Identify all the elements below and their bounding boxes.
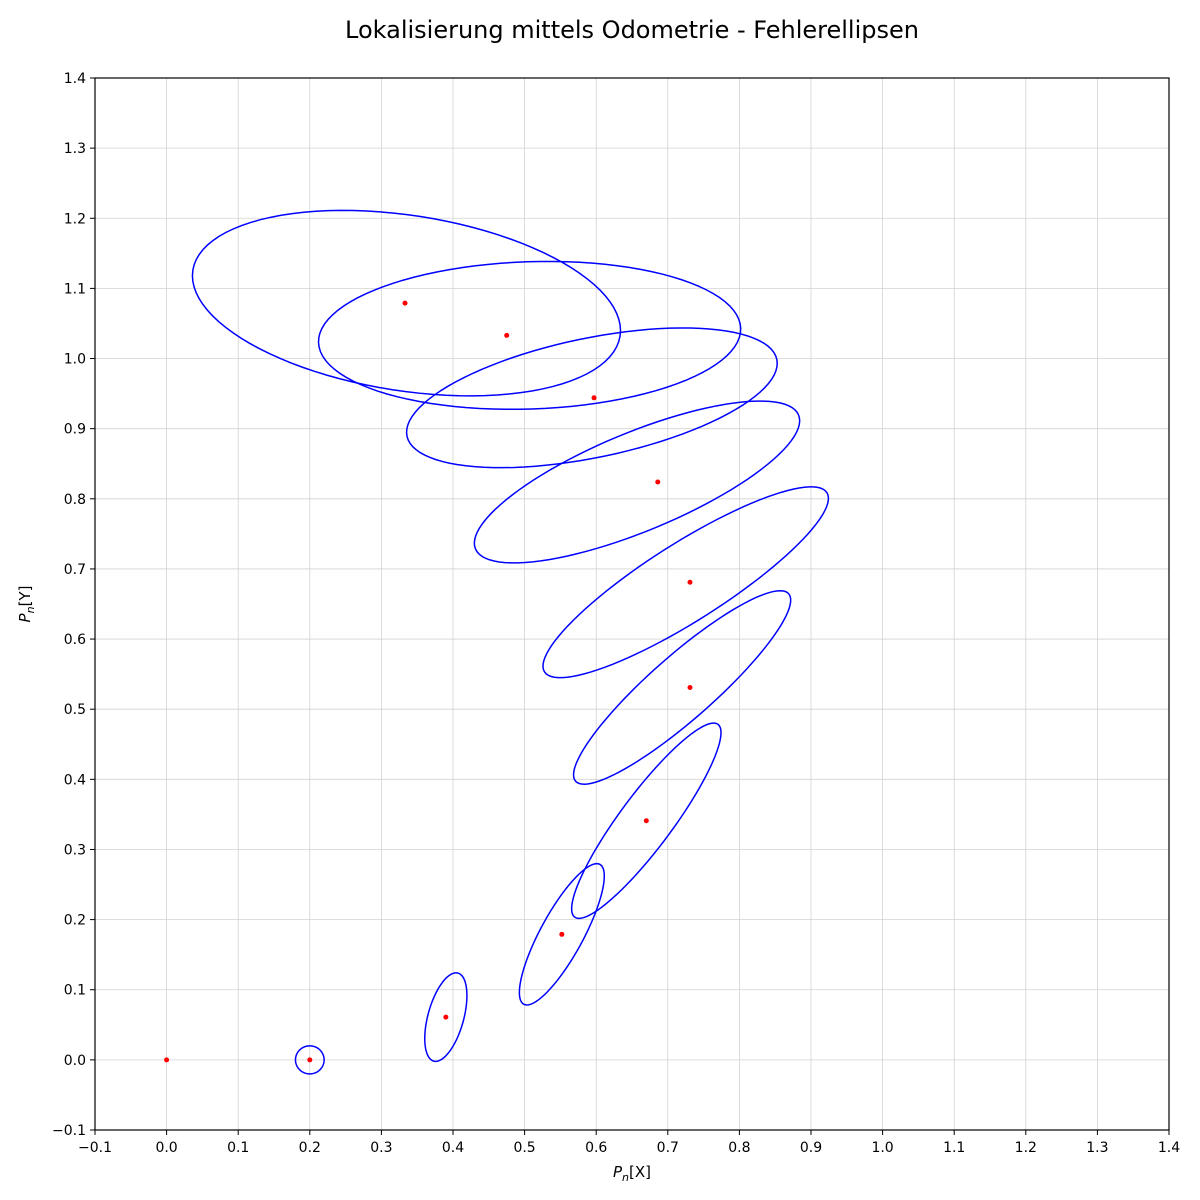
position-point [655,479,661,485]
x-tick-label: 1.3 [1086,1140,1108,1156]
grid [94,77,1170,1131]
error-ellipse [405,327,778,469]
x-tick-label: 0.6 [585,1140,607,1156]
x-tick-label: 0.9 [800,1140,822,1156]
error-ellipse [570,722,722,920]
y-axis-ticks: −0.1 0.0 0.1 0.2 0.3 0.4 0.5 0.6 0.7 0.8 0.9 1.0 1.1… [52,71,95,1139]
error-ellipse [542,486,830,679]
x-tick-label: 0.3 [370,1140,392,1156]
x-axis-ticks: −0.1 0.0 0.1 0.2 0.3 0.4 0.5 0.6 0.7 0.8 0.9 1.0 1.1… [78,1130,1180,1156]
error-ellipse [294,1045,325,1075]
position-point [559,931,565,937]
error-ellipse [317,260,742,411]
y-tick-label: −0.1 [52,1123,86,1139]
x-tick-label: 1.4 [1158,1140,1180,1156]
position-point [504,332,510,338]
position-point [687,684,693,690]
y-tick-label: 1.1 [64,281,86,297]
position-point [402,300,408,306]
x-tick-label: 0.0 [155,1140,177,1156]
x-tick-label: 1.0 [871,1140,893,1156]
error-ellipse [572,589,792,785]
y-tick-label: 0.5 [64,702,86,718]
position-points [164,300,693,1063]
y-tick-label: 0.8 [64,492,86,508]
y-tick-label: 1.2 [64,211,86,227]
error-ellipse [518,862,606,1006]
x-tick-label: 1.2 [1015,1140,1037,1156]
chart-title: Lokalisierung mittels Odometrie - Fehler… [345,16,919,44]
x-tick-label: 0.4 [442,1140,464,1156]
x-tick-label: 0.7 [657,1140,679,1156]
y-tick-label: 0.9 [64,422,86,438]
position-point [443,1014,449,1020]
position-point [643,818,649,824]
position-point [687,579,693,585]
y-tick-label: 1.3 [64,141,86,157]
error-ellipse [191,209,622,397]
error-ellipse [473,400,801,564]
x-tick-label: 0.1 [227,1140,249,1156]
x-tick-label: −0.1 [78,1140,112,1156]
position-point [164,1057,170,1063]
y-tick-label: 0.4 [64,772,86,788]
y-tick-label: 0.6 [64,632,86,648]
y-tick-label: 0.0 [64,1053,86,1069]
plot-frame [94,77,1170,1131]
x-tick-label: 0.2 [299,1140,321,1156]
y-tick-label: 1.4 [64,71,86,87]
y-tick-label: 0.2 [64,913,86,929]
error-ellipse [424,972,468,1063]
x-tick-label: 1.1 [943,1140,965,1156]
position-point [591,395,597,401]
x-tick-label: 0.5 [513,1140,535,1156]
y-tick-label: 0.7 [64,562,86,578]
error-ellipses [191,209,830,1075]
position-point [307,1057,313,1063]
y-tick-label: 1.0 [64,352,86,368]
x-tick-label: 0.8 [728,1140,750,1156]
y-axis-label: Pn[Y] [16,586,37,623]
y-tick-label: 0.3 [64,842,86,858]
y-tick-label: 0.1 [64,983,86,999]
x-axis-label: Pn[X] [613,1163,651,1184]
